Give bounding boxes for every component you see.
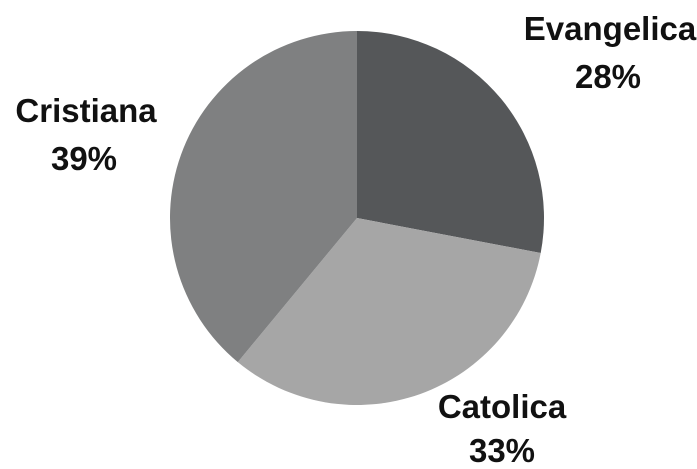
pie-slice-evangelica (357, 31, 545, 254)
slice-value-evangelica: 28% (575, 58, 641, 95)
pie-slice-cristiana (169, 30, 357, 363)
pie-slices (169, 30, 545, 406)
slice-label-cristiana: Cristiana (15, 92, 157, 129)
pie-slice-catolica (237, 218, 541, 406)
slice-value-catolica: 33% (469, 432, 535, 469)
slice-label-evangelica: Evangelica (524, 10, 697, 47)
pie-labels: Evangelica 28% Catolica 33% Cristiana 39… (15, 10, 696, 469)
slice-value-cristiana: 39% (51, 140, 117, 177)
slice-label-catolica: Catolica (438, 388, 567, 425)
